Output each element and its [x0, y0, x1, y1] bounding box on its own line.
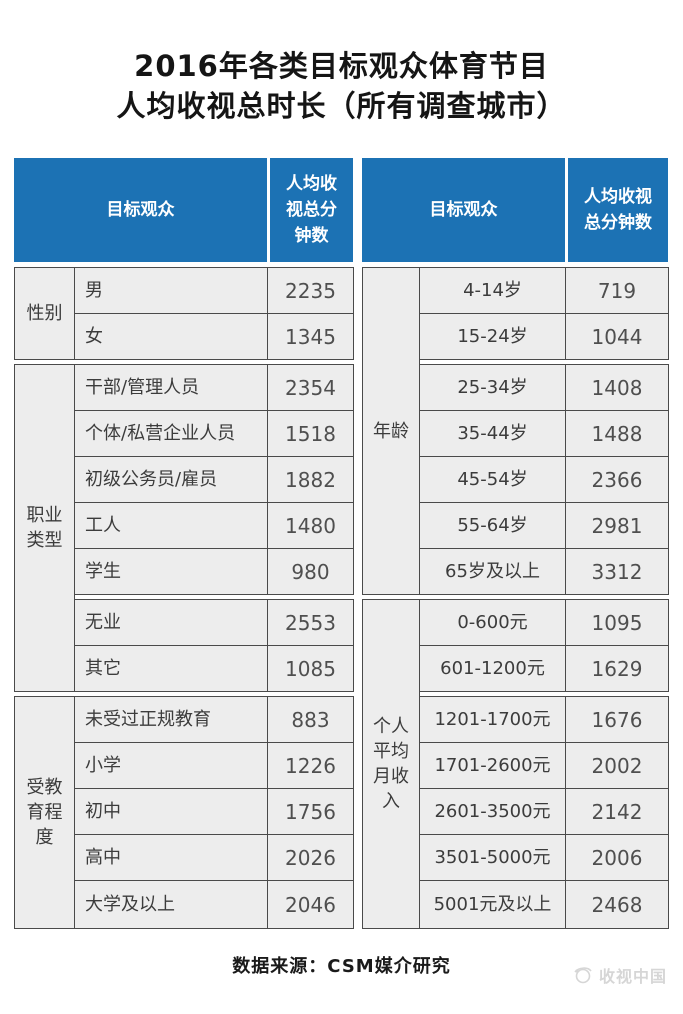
table-cell-label: 55-64岁	[419, 502, 566, 549]
table-cell-value: 1480	[267, 502, 354, 549]
table-cell-label: 干部/管理人员	[74, 364, 268, 411]
table-cell-value: 1095	[565, 599, 669, 646]
table-cell-value: 1488	[565, 410, 669, 457]
table-cell-value: 1044	[565, 313, 669, 360]
table-cell-label: 25-34岁	[419, 364, 566, 411]
table-cell-label: 其它	[74, 645, 268, 692]
table-cell-value: 2366	[565, 456, 669, 503]
watermark-text: 收视中国	[598, 967, 667, 986]
table-cell-label: 65岁及以上	[419, 548, 566, 595]
table-cell-label: 1201-1700元	[419, 696, 566, 743]
table-cell-label: 601-1200元	[419, 645, 566, 692]
header-audience-left: 目标观众	[14, 158, 267, 262]
table-cell-label: 大学及以上	[74, 880, 268, 929]
table-cell-value: 3312	[565, 548, 669, 595]
page-title: 2016年各类目标观众体育节目 人均收视总时长（所有调查城市）	[0, 46, 683, 126]
table-cell-value: 1676	[565, 696, 669, 743]
table-cell-label: 3501-5000元	[419, 834, 566, 881]
data-table: 目标观众 人均收 视总分 钟数 目标观众 人均收视 总分钟数 性别 职业 类型 …	[14, 158, 669, 929]
data-source-caption: 数据来源：CSM媒介研究	[232, 956, 451, 977]
table-cell-value: 2046	[267, 880, 354, 929]
row-group-income: 个人 平均 月收 入	[362, 599, 420, 929]
table-cell-value: 1408	[565, 364, 669, 411]
row-group-gender: 性别	[14, 267, 75, 360]
header-minutes-left: 人均收 视总分 钟数	[267, 158, 353, 262]
table-cell-value: 1629	[565, 645, 669, 692]
table-cell-label: 1701-2600元	[419, 742, 566, 789]
table-cell-value: 1756	[267, 788, 354, 835]
table-cell-value: 719	[565, 267, 669, 314]
title-line-1: 2016年各类目标观众体育节目	[134, 49, 549, 83]
table-cell-label: 初级公务员/雇员	[74, 456, 268, 503]
header-audience-right: 目标观众	[362, 158, 565, 262]
title-line-2: 人均收视总时长（所有调查城市）	[116, 89, 567, 123]
table-cell-label: 个体/私营企业人员	[74, 410, 268, 457]
table-cell-value: 2006	[565, 834, 669, 881]
table-cell-value: 2553	[267, 599, 354, 646]
table-cell-value: 883	[267, 696, 354, 743]
table-cell-value: 980	[267, 548, 354, 595]
row-group-age: 年龄	[362, 267, 420, 595]
table-cell-label: 35-44岁	[419, 410, 566, 457]
globe-logo-icon	[572, 964, 594, 986]
row-group-occupation: 职业 类型	[14, 364, 75, 692]
table-cell-value: 2468	[565, 880, 669, 929]
table-cell-label: 2601-3500元	[419, 788, 566, 835]
table-cell-value: 2354	[267, 364, 354, 411]
table-cell-label: 男	[74, 267, 268, 314]
table-cell-value: 2026	[267, 834, 354, 881]
table-cell-label: 初中	[74, 788, 268, 835]
table-cell-value: 1518	[267, 410, 354, 457]
table-cell-label: 女	[74, 313, 268, 360]
header-minutes-right: 人均收视 总分钟数	[565, 158, 668, 262]
table-cell-value: 1345	[267, 313, 354, 360]
table-cell-value: 1085	[267, 645, 354, 692]
table-cell-label: 4-14岁	[419, 267, 566, 314]
table-cell-value: 1882	[267, 456, 354, 503]
table-cell-value: 2142	[565, 788, 669, 835]
table-cell-label: 5001元及以上	[419, 880, 566, 929]
table-cell-label: 高中	[74, 834, 268, 881]
table-cell-value: 2235	[267, 267, 354, 314]
table-cell-label: 0-600元	[419, 599, 566, 646]
table-cell-label: 小学	[74, 742, 268, 789]
table-cell-value: 2002	[565, 742, 669, 789]
table-cell-label: 无业	[74, 599, 268, 646]
table-cell-label: 15-24岁	[419, 313, 566, 360]
table-cell-value: 2981	[565, 502, 669, 549]
row-group-education: 受教 育程 度	[14, 696, 75, 929]
table-cell-label: 未受过正规教育	[74, 696, 268, 743]
table-cell-label: 学生	[74, 548, 268, 595]
table-cell-label: 工人	[74, 502, 268, 549]
table-cell-label: 45-54岁	[419, 456, 566, 503]
watermark: 收视中国	[572, 963, 667, 987]
table-cell-value: 1226	[267, 742, 354, 789]
